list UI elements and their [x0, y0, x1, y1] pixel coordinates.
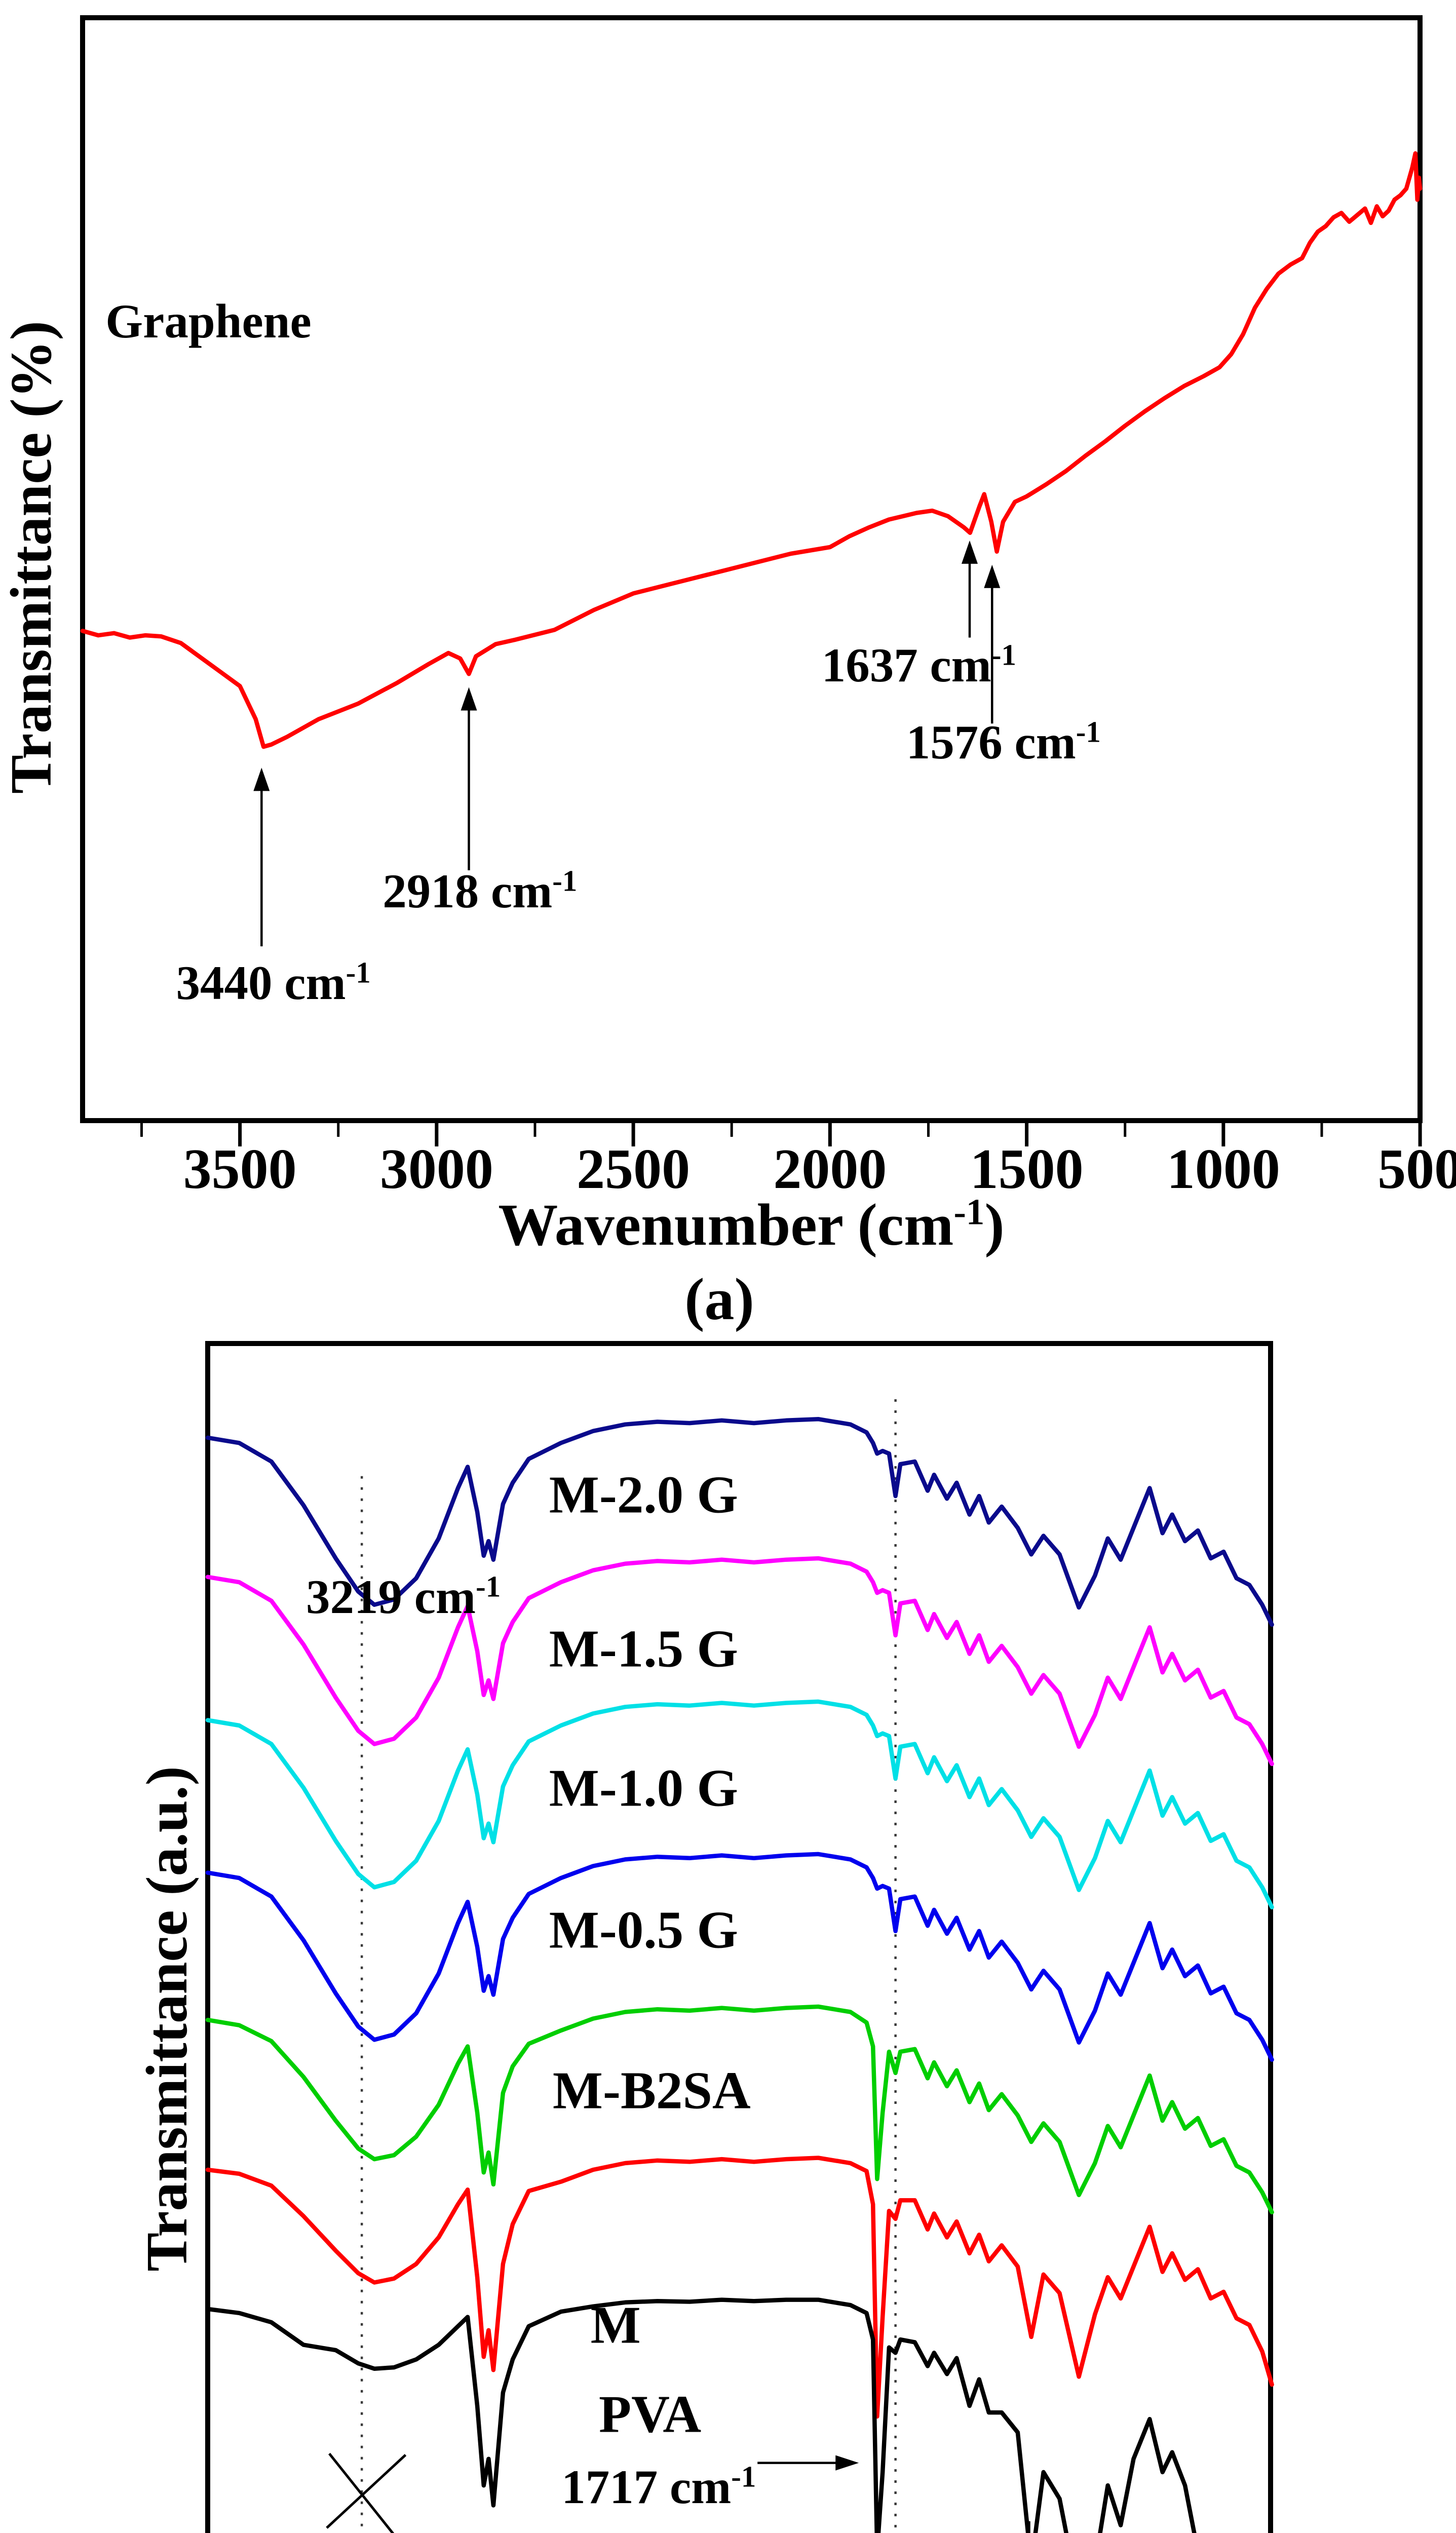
series-label-m-0.5-g: M-0.5 G: [549, 1900, 739, 1960]
series-label-m: M: [590, 2295, 641, 2355]
spectrum-curve-m-1.5-g: [205, 1556, 1274, 1767]
annotation-1576: 1576 cm-1: [906, 715, 1101, 770]
spectrum-curve-m-1.0-g: [205, 1699, 1274, 1909]
annotation-1717: 1717 cm-1: [561, 2460, 756, 2514]
series-label-m-1.0-g: M-1.0 G: [549, 1758, 739, 1818]
x-tick-label-2500: 2500: [577, 1138, 691, 1201]
spectrum-curve-m: [205, 2156, 1274, 2419]
panel-a-caption: (a): [684, 1266, 754, 1332]
x-tick-label-3000: 3000: [379, 1138, 493, 1201]
peak-arrow-head: [984, 564, 1001, 588]
x-tick-label-1500: 1500: [970, 1138, 1084, 1201]
cross-mark-segment: [326, 2454, 407, 2529]
spectrum-curve-graphene: [80, 151, 1423, 749]
spectrum-curve-pva: [205, 2297, 1197, 2533]
spectrum-curve-m-0.5-g: [205, 1852, 1274, 2062]
panel-b-ylabel: Transmittance (a.u.): [135, 1766, 199, 2272]
peak-arrow-head: [835, 2455, 859, 2471]
annotation-3440: 3440 cm-1: [176, 955, 371, 1010]
series-label-m-1.5-g: M-1.5 G: [549, 1619, 739, 1678]
series-label-pva: PVA: [598, 2384, 702, 2444]
series-label-m-2.0-g: M-2.0 G: [549, 1465, 739, 1524]
x-tick-label-3500: 3500: [183, 1138, 297, 1201]
peak-arrow-head: [461, 687, 477, 711]
annotation-2918: 2918 cm-1: [382, 864, 578, 918]
annotation-3219: 3219 cm-1: [306, 1570, 501, 1624]
panel-a-xlabel: Wavenumber (cm-1): [498, 1191, 1005, 1258]
x-tick-label-1000: 1000: [1166, 1138, 1280, 1201]
spectrum-curve-m-2.0-g: [205, 1416, 1274, 1627]
panel-b-frame: [205, 1341, 1273, 2533]
cross-mark-segment: [328, 2452, 395, 2533]
spectrum-curve-m-b2sa: [205, 2004, 1274, 2215]
peak-arrow-head: [253, 767, 270, 791]
panel-a-ylabel: Transmittance (%): [0, 321, 63, 794]
x-tick-label-2000: 2000: [773, 1138, 887, 1201]
series-label-m-b2sa: M-B2SA: [552, 2060, 751, 2120]
x-tick-label-500: 500: [1377, 1138, 1456, 1201]
annotation-1637: 1637 cm-1: [821, 638, 1016, 692]
peak-arrow-head: [962, 540, 978, 564]
panel-a-frame: [80, 15, 1423, 1123]
series-label-graphene: Graphene: [105, 294, 312, 348]
